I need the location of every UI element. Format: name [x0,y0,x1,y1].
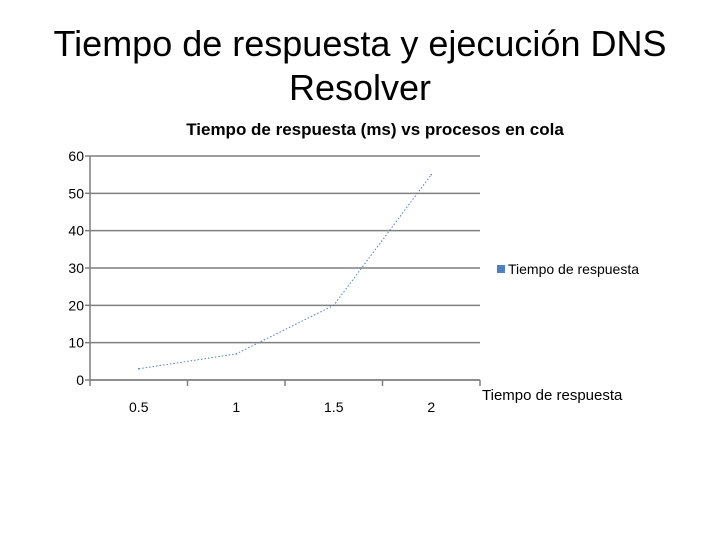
x-tick-label: 2 [427,399,435,415]
y-tick-label: 50 [68,185,84,201]
chart-title: Tiempo de respuesta (ms) vs procesos en … [186,120,564,139]
x-tick-label: 1.5 [324,399,344,415]
x-tick-label: 1 [232,399,240,415]
legend-swatch [497,265,505,273]
y-tick-label: 40 [68,223,84,239]
data-point [430,173,433,176]
x-axis-title: Tiempo de respuesta [482,387,623,404]
data-point [137,368,140,370]
y-tick-label: 0 [76,372,84,388]
legend-label: Tiempo de respuesta [508,261,639,277]
x-tick-label: 0.5 [129,399,149,415]
y-tick-label: 10 [68,335,84,351]
slide-title-line-2: Resolver [288,67,432,108]
data-point [235,353,238,355]
slide-title: Tiempo de respuesta y ejecución DNS Reso… [0,22,720,110]
series-line [138,174,432,370]
y-tick-label: 20 [68,297,84,313]
slide-title-line-1: Tiempo de respuesta y ejecución DNS [53,23,667,64]
legend: Tiempo de respuesta [497,261,639,277]
y-tick-label: 30 [68,260,84,276]
y-tick-label: 60 [68,148,84,164]
data-point [332,304,335,307]
